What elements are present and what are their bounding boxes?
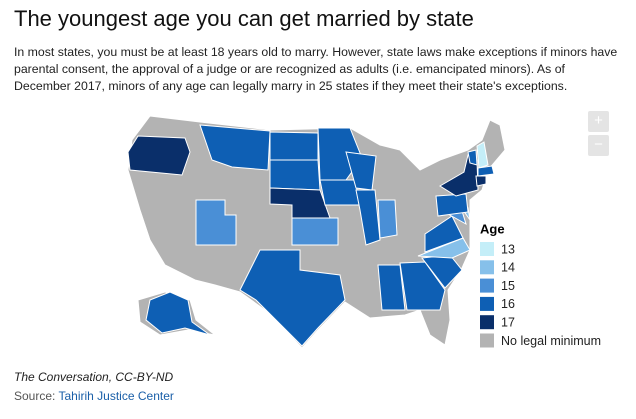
state [319, 179, 361, 206]
source-link[interactable]: Tahirih Justice Center [58, 389, 174, 403]
legend-label: No legal minimum [501, 334, 601, 348]
zoom-in[interactable]: + [588, 111, 609, 132]
legend-swatch [480, 333, 494, 348]
state [467, 149, 478, 166]
state [476, 141, 489, 169]
state [355, 189, 381, 246]
state [377, 199, 398, 239]
state [291, 217, 339, 246]
source-prefix: Source: [14, 389, 59, 403]
title: The youngest age you can get married by … [14, 6, 474, 31]
legend-swatch [480, 242, 494, 256]
state [477, 165, 495, 177]
state [199, 124, 271, 171]
state [195, 199, 237, 246]
state [145, 291, 211, 336]
legend-swatch [480, 278, 494, 293]
state [424, 215, 464, 253]
legend-swatch [480, 260, 494, 275]
source: Source: Tahirih Justice Center [14, 389, 174, 403]
legend-title: Age [480, 221, 505, 236]
legend-label: 13 [501, 242, 515, 256]
zoom-out[interactable]: − [588, 135, 609, 156]
state [127, 135, 191, 176]
us-map [127, 115, 506, 349]
description: In most states, you must be at least 18 … [14, 45, 618, 93]
state [399, 261, 446, 311]
credit: The Conversation, CC-BY-ND [14, 370, 174, 384]
state [269, 131, 319, 161]
legend: 13 14 15 16 17 No legal minimum [480, 242, 601, 348]
legend-label: 16 [501, 297, 515, 311]
legend-swatch [480, 296, 494, 311]
legend-swatch [480, 315, 494, 330]
legend-label: 14 [501, 261, 515, 275]
state [475, 175, 487, 187]
legend-label: 17 [501, 315, 515, 329]
state [269, 159, 321, 191]
state [239, 249, 346, 347]
state [435, 193, 469, 217]
state [377, 264, 406, 311]
legend-label: 15 [501, 279, 515, 293]
